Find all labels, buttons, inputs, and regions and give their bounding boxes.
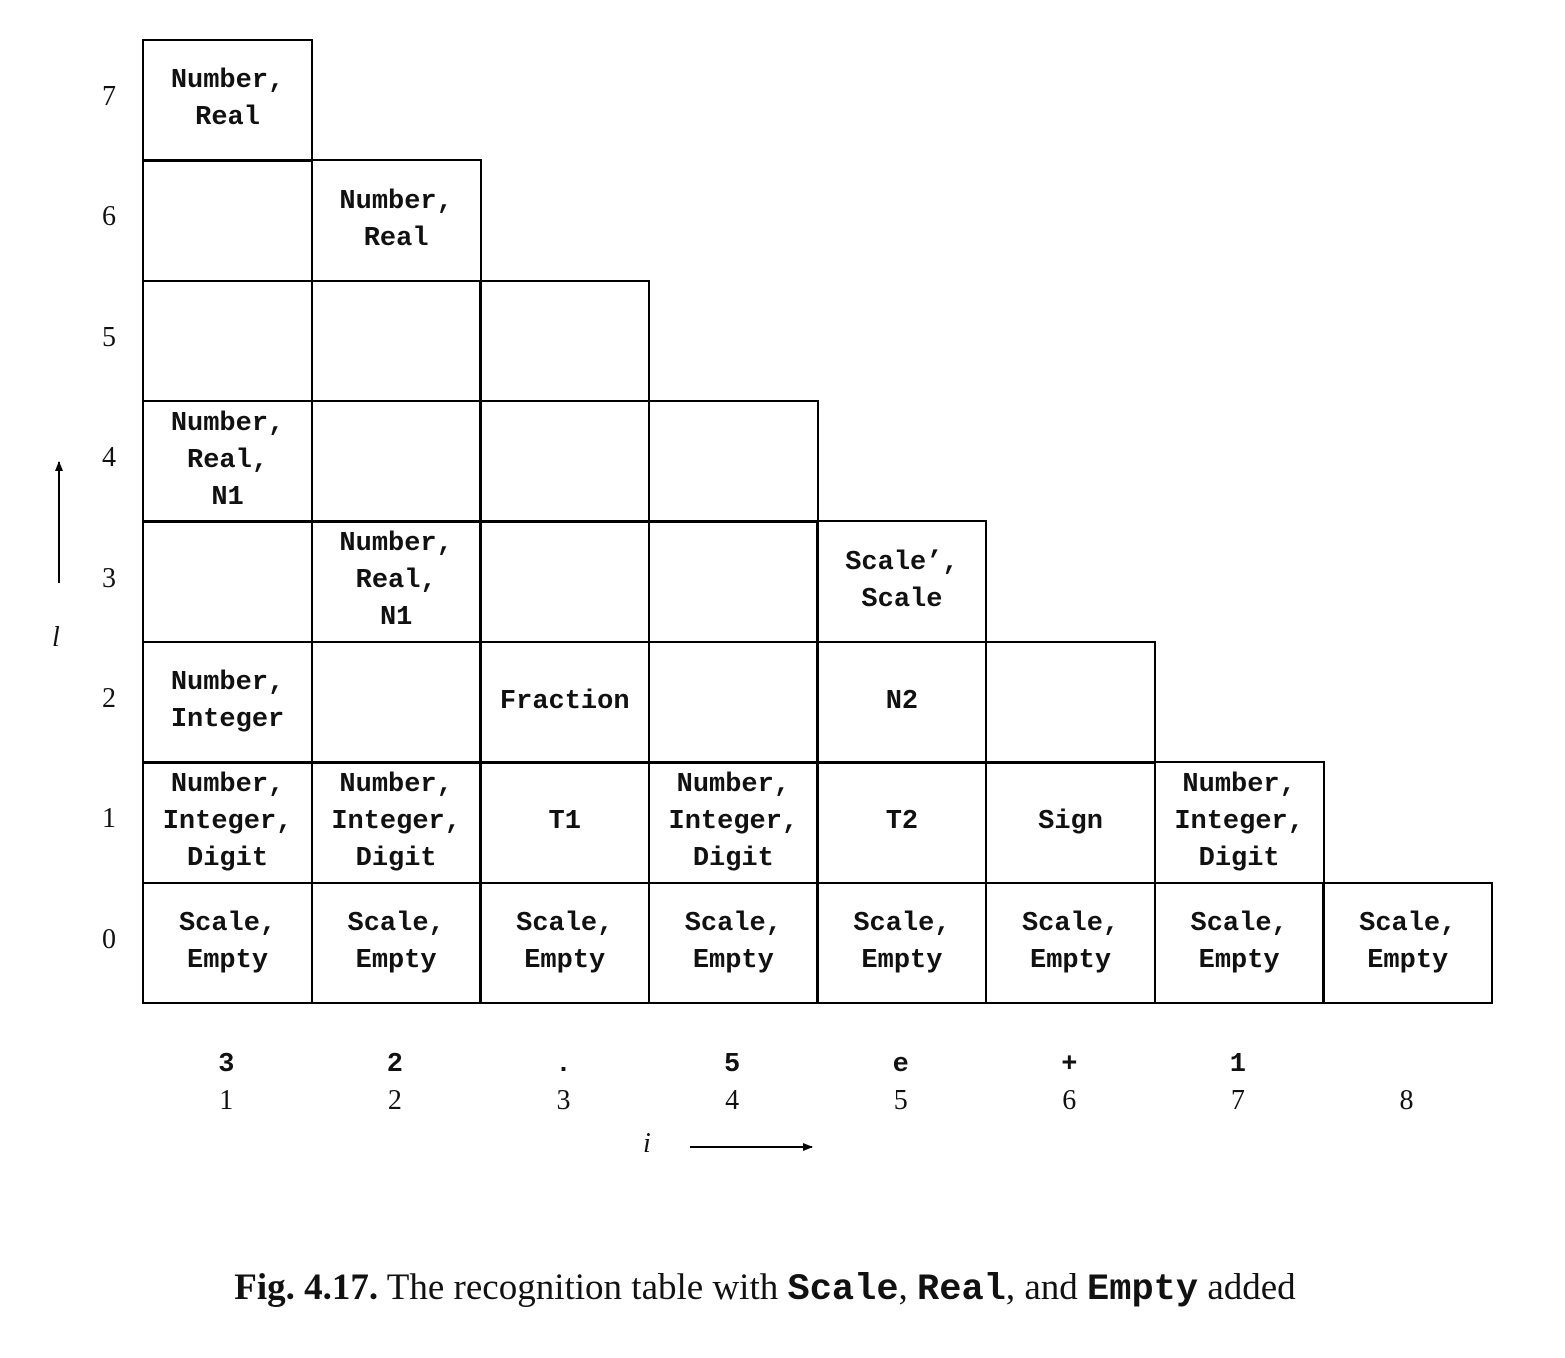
cell-line: Empty: [187, 946, 269, 977]
cell-line: Integer: [170, 705, 285, 736]
cell-line: Integer,: [331, 807, 461, 838]
cell-line: Number,: [1182, 770, 1296, 801]
table-cell-i2-l6: Number, Real: [310, 159, 482, 283]
cell-line: Real: [363, 223, 429, 254]
cell-line: Empty: [1367, 946, 1449, 977]
table-cell-i2-l0: Scale, Empty: [310, 881, 482, 1005]
cell-line: Scale,: [1021, 909, 1120, 940]
table-cell-i8-l0: Scale, Empty: [1322, 881, 1494, 1005]
cell-line: Digit: [187, 844, 269, 875]
cell-line: N1: [379, 603, 413, 634]
caption-text-before: The recognition table with: [386, 1267, 779, 1308]
cell-line: Scale,: [1359, 909, 1457, 940]
input-token-7: 1: [1229, 1050, 1246, 1080]
input-token-4: 5: [723, 1050, 741, 1080]
cell-line: Number,: [170, 408, 285, 439]
row-label-3: 3: [102, 562, 116, 594]
column-label-3: 3: [556, 1085, 571, 1116]
cell-line: Empty: [1198, 946, 1280, 977]
vertical-axis-letter: l: [52, 622, 60, 653]
table-cell-i4-l1: Number, Integer, Digit: [647, 761, 819, 885]
column-label-8: 8: [1399, 1085, 1414, 1116]
cell-line: Real,: [187, 445, 269, 476]
column-label-2: 2: [387, 1085, 402, 1116]
table-cell-i1-l0: Scale, Empty: [142, 881, 314, 1005]
cell-line: Scale: [861, 584, 943, 615]
cell-line: Number,: [676, 770, 791, 801]
cell-line: Real: [195, 103, 260, 134]
column-label-5: 5: [893, 1085, 908, 1116]
cell-line: Number,: [170, 770, 285, 801]
cell-line: T1: [548, 807, 581, 838]
row-label-7: 7: [102, 81, 116, 112]
cell-line: Sign: [1038, 807, 1103, 838]
row-label-4: 4: [102, 442, 116, 474]
cell-line: Empty: [1030, 946, 1112, 977]
row-label-0: 0: [102, 923, 116, 955]
cell-line: N2: [885, 686, 919, 717]
column-label-7: 7: [1230, 1085, 1245, 1116]
column-label-4: 4: [725, 1085, 740, 1116]
cell-line: Scale,: [516, 909, 614, 940]
horizontal-axis-letter: i: [643, 1128, 651, 1159]
cell-line: Integer,: [162, 807, 293, 838]
cell-line: Scale,: [178, 909, 277, 940]
caption-code-real: Real: [917, 1269, 1006, 1311]
input-token-3: .: [555, 1050, 572, 1080]
table-cell-i1-l4: Number, Real, N1: [142, 400, 314, 523]
cell-line: Fraction: [499, 686, 630, 717]
input-token-2: 2: [386, 1050, 403, 1080]
caption-figure-number: Fig. 4.17.: [234, 1267, 379, 1308]
cell-line: Number,: [170, 668, 285, 699]
cell-line: Scale’,: [845, 547, 959, 578]
cell-line: Empty: [355, 946, 437, 977]
table-cell-i3-l0: Scale, Empty: [479, 881, 651, 1005]
cell-line: Number,: [339, 529, 453, 560]
table-cell-i5-l0: Scale, Empty: [816, 881, 988, 1005]
table-cell-i6-l0: Scale, Empty: [985, 881, 1157, 1005]
table-cell-i1-l7: Number, Real: [142, 38, 314, 162]
caption-separator-2: , and: [1005, 1267, 1078, 1308]
caption-separator-1: ,: [898, 1267, 908, 1308]
cell-line: Integer,: [668, 807, 799, 838]
row-label-2: 2: [102, 683, 116, 714]
column-label-1: 1: [219, 1085, 234, 1116]
table-cell-i2-l1: Number, Integer, Digit: [310, 761, 482, 885]
cell-line: Number,: [170, 66, 285, 97]
row-label-5: 5: [102, 321, 116, 353]
cell-line: Number,: [339, 186, 453, 217]
cell-line: Scale,: [684, 909, 782, 940]
figure-caption: Fig. 4.17. The recognition table with Sc…: [0, 1266, 1530, 1311]
cell-line: Digit: [355, 844, 437, 875]
cell-line: T2: [885, 807, 919, 838]
caption-code-scale: Scale: [787, 1269, 899, 1311]
cell-line: Scale,: [1190, 909, 1288, 940]
row-label-1: 1: [102, 803, 116, 835]
cell-line: Integer,: [1174, 807, 1304, 838]
cell-line: Empty: [524, 946, 606, 977]
table-cell-i1-l2: Number, Integer: [142, 640, 314, 764]
caption-text-after: added: [1207, 1267, 1296, 1308]
cell-line: Scale,: [853, 909, 951, 940]
input-token-5: e: [892, 1050, 909, 1080]
cell-line: Scale,: [347, 909, 445, 940]
cell-line: Empty: [861, 946, 943, 977]
table-cell-i7-l0: Scale, Empty: [1153, 881, 1325, 1005]
caption-code-empty: Empty: [1087, 1269, 1199, 1311]
cell-line: N1: [211, 482, 244, 513]
cell-line: Digit: [1198, 844, 1280, 875]
table-cell-i7-l1: Number, Integer, Digit: [1153, 761, 1325, 885]
cell-line: Number,: [339, 770, 453, 801]
row-label-6: 6: [102, 201, 116, 233]
cell-line: Digit: [692, 844, 774, 875]
cell-line: Empty: [692, 946, 774, 977]
input-token-1: 3: [218, 1050, 235, 1080]
cell-line: Real,: [355, 566, 437, 597]
input-token-6: +: [1061, 1050, 1078, 1080]
column-label-6: 6: [1062, 1085, 1077, 1116]
